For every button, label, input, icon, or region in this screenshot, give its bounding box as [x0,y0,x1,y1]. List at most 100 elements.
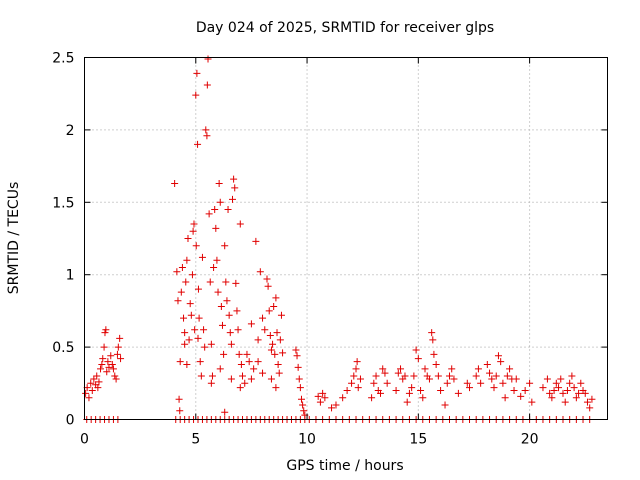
data-point [265,307,273,315]
data-point [293,352,301,360]
y-tick-label: 0.5 [52,340,74,356]
data-point [376,389,384,397]
data-point [294,363,302,371]
data-point [443,379,451,387]
x-tick-label: 10 [298,432,316,448]
data-point [477,379,485,387]
data-point [557,375,565,383]
data-point [354,384,362,392]
x-tick-label: 0 [80,432,89,448]
data-point [254,358,262,366]
data-point [566,379,574,387]
data-point [237,360,245,368]
data-point [225,311,233,319]
data-point [189,227,197,235]
data-point [254,336,262,344]
data-point [102,326,110,334]
data-point [275,369,283,377]
data-point [228,195,236,203]
data-point [93,372,101,380]
data-point [109,365,117,373]
x-tick-label: 15 [409,432,427,448]
data-point [383,379,391,387]
data-point [236,384,244,392]
data-point [343,387,351,395]
data-point [267,375,275,383]
x-tick-label: 20 [521,432,539,448]
data-point [441,401,449,409]
data-point [543,375,551,383]
data-point [501,394,509,402]
data-point [353,358,361,366]
data-point [175,395,183,403]
data-point [266,332,274,340]
data-point [350,372,358,380]
data-point [263,275,271,283]
data-point [503,372,511,380]
data-point [203,81,211,89]
data-point [497,358,505,366]
data-point [181,340,189,348]
data-point [180,314,188,322]
data-point [463,379,471,387]
data-point [193,69,201,77]
data-point [183,360,191,368]
data-point [588,395,596,403]
data-point [221,408,229,416]
data-point [421,365,429,373]
data-point [394,369,402,377]
data-point [190,220,198,228]
data-point [103,368,111,376]
data-point [108,360,116,368]
data-point [392,387,400,395]
data-point [195,314,203,322]
data-point [499,379,507,387]
data-point [105,363,113,371]
chart-title: Day 024 of 2025, SRMTID for receiver glp… [196,20,494,36]
data-point [539,384,547,392]
data-point [216,365,224,373]
data-point [572,394,580,402]
data-point [297,395,305,403]
data-point [234,326,242,334]
data-point [196,358,204,366]
data-point [339,394,347,402]
data-point [100,343,108,351]
data-point [581,389,589,397]
data-point [488,375,496,383]
data-point [192,91,200,99]
data-point [187,311,195,319]
data-point [299,401,307,409]
data-point [173,268,181,276]
data-point [230,175,238,183]
data-point [296,384,304,392]
data-point [90,375,98,383]
data-point [85,394,93,402]
data-point [428,329,436,337]
data-point [116,334,124,342]
data-point [111,372,119,380]
data-point [194,334,202,342]
data-point [429,336,437,344]
data-point [559,389,567,397]
data-point [414,355,422,363]
data-points [82,55,596,423]
data-point [321,394,329,402]
data-point [552,379,560,387]
data-point [550,387,558,395]
data-point [272,294,280,302]
data-point [212,224,220,232]
data-point [227,340,235,348]
data-point [201,343,209,351]
data-point [269,340,277,348]
data-point [454,389,462,397]
data-point [272,384,280,392]
data-point [348,379,356,387]
data-point [316,398,324,406]
data-point [510,387,518,395]
data-point [97,365,105,373]
data-point [210,263,218,271]
y-tick-label: 2.5 [52,51,74,67]
data-point [506,365,514,373]
